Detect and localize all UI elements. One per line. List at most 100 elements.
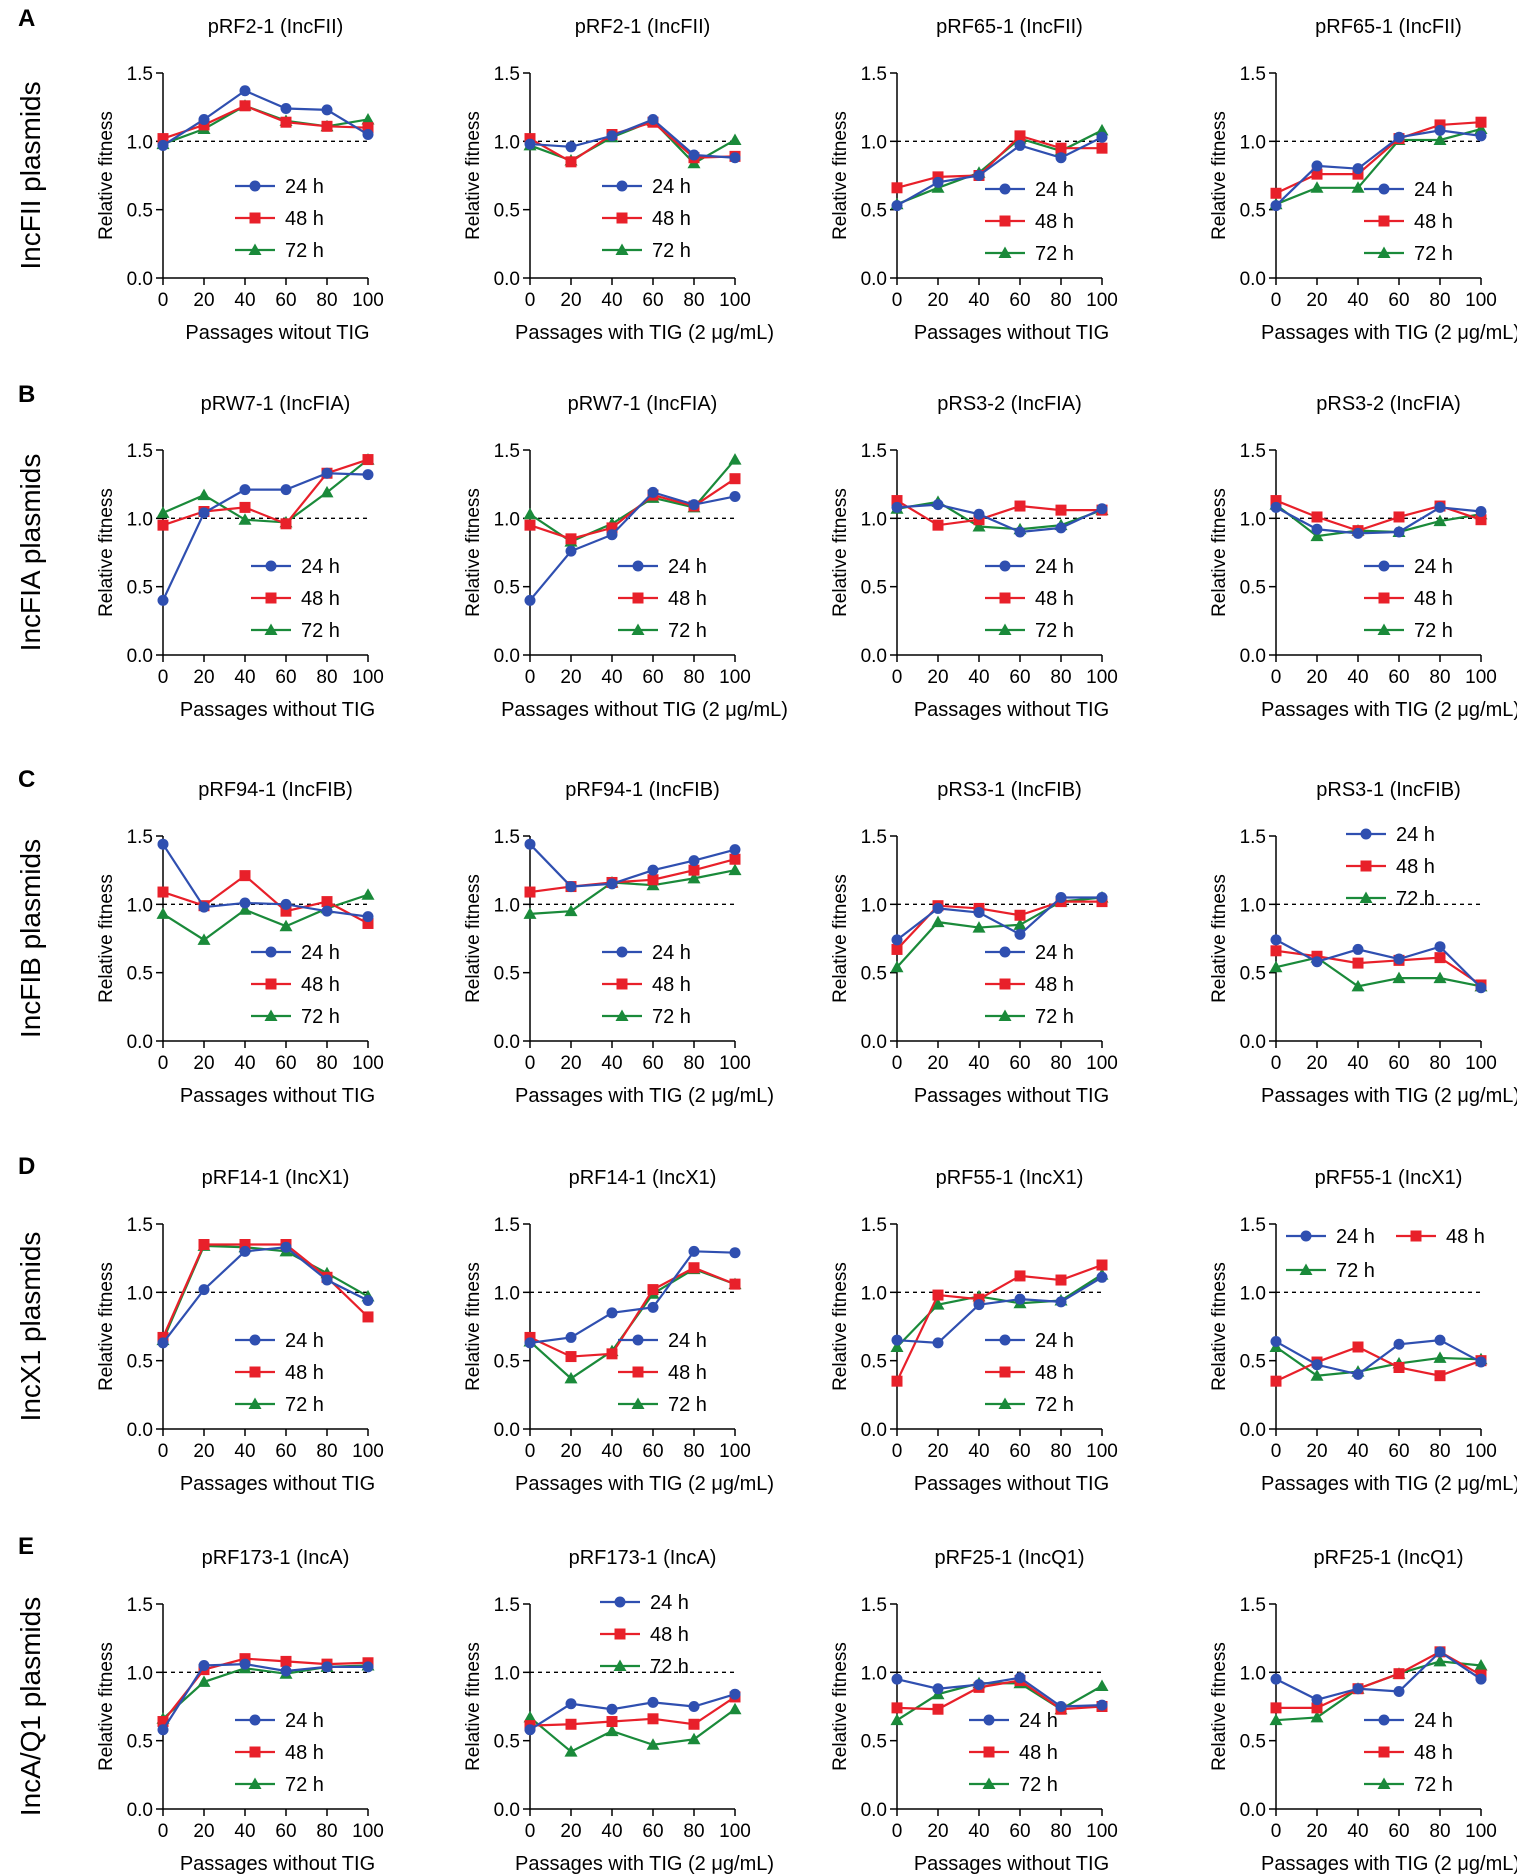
data-point [198,1284,210,1296]
x-tick-label: 0 [892,1441,903,1462]
series-line [162,458,369,524]
chart-title: pRF55-1 (IncX1) [1315,1167,1463,1189]
x-tick-label: 20 [193,667,214,688]
data-point [565,141,577,153]
series-line [1275,129,1482,207]
x-axis-label: Passages with TIG (2 μg/mL) [1261,1085,1517,1107]
data-point [321,1661,333,1673]
x-tick-label: 60 [1009,667,1030,688]
data-point [891,934,903,946]
y-tick-label: 0.0 [1240,1032,1266,1053]
data-point [1352,163,1364,175]
x-tick-label: 80 [1050,667,1071,688]
x-axis-label: Passages witout TIG [185,322,369,344]
x-tick-label: 100 [352,1821,384,1842]
series-line [529,458,736,543]
y-tick-label: 0.5 [494,201,520,222]
data-point [1352,1368,1364,1380]
data-point [280,905,292,917]
x-tick-label: 20 [1306,667,1327,688]
data-point [1311,160,1323,172]
data-point [1270,945,1282,957]
legend-marker [614,1628,626,1640]
x-tick-label: 80 [316,1441,337,1462]
legend-label: 72 h [1035,1394,1074,1416]
data-point [564,1745,578,1757]
chart-title: pRF2-1 (IncFII) [208,16,344,38]
data-point [1434,952,1446,964]
x-tick-label: 80 [316,1053,337,1074]
data-point [606,1703,618,1715]
y-tick-label: 0.0 [494,1800,520,1821]
data-point [157,838,169,850]
data-point [1393,1338,1405,1350]
legend-marker [1378,215,1390,227]
legend-label: 24 h [652,942,691,964]
legend-marker [1359,891,1373,903]
series-line [162,1664,369,1720]
data-point [524,1724,536,1736]
y-tick-label: 0.0 [127,1420,153,1441]
x-tick-label: 80 [683,1441,704,1462]
series-line [896,1676,1103,1708]
data-point [239,1239,251,1250]
data-point [1270,1673,1282,1685]
x-tick-label: 40 [968,290,989,311]
data-point [972,520,986,532]
x-tick-label: 20 [193,1053,214,1074]
series-line [529,843,736,888]
data-point [157,1716,169,1728]
y-tick-label: 1.0 [1240,895,1266,916]
data-point [1055,142,1067,154]
series-line [529,1266,736,1358]
x-tick-label: 20 [193,290,214,311]
y-tick-label: 0.0 [861,646,887,667]
legend-label: 72 h [1414,243,1453,265]
data-point [1311,168,1323,180]
y-tick-label: 1.0 [861,1663,887,1684]
y-tick-label: 0.5 [494,964,520,985]
legend-label: 72 h [285,1394,324,1416]
legend-label: 24 h [1035,942,1074,964]
data-point [1014,1270,1026,1282]
x-tick-label: 20 [560,290,581,311]
data-point [1310,1710,1324,1723]
data-point [606,522,618,534]
y-axis-label: Relative fitness [830,111,851,240]
legend-marker [1377,623,1391,635]
data-point [931,915,945,928]
legend-label: 72 h [1414,1774,1453,1796]
series-line [1275,506,1482,535]
data-point [688,864,700,876]
legend-marker [249,212,261,224]
series-line [1275,503,1482,538]
legend-marker [265,560,277,572]
data-point [1475,514,1487,526]
series-line [162,1663,368,1731]
x-tick-label: 60 [642,290,663,311]
legend-marker [631,1397,645,1409]
y-axis-label: Relative fitness [96,1262,117,1391]
data-point [932,1683,944,1695]
data-point [565,881,577,893]
data-point [1014,500,1026,512]
data-point [1014,1672,1026,1684]
x-axis-label: Passages without TIG [914,699,1109,721]
data-point [688,149,700,161]
data-point [1096,131,1108,143]
data-point [279,919,293,932]
x-tick-label: 0 [892,1053,903,1074]
legend-marker [999,183,1011,195]
series-line [529,118,736,159]
y-tick-label: 1.0 [1240,509,1266,530]
data-point [1311,1359,1323,1371]
x-tick-label: 60 [275,1441,296,1462]
y-axis-label: Relative fitness [830,1262,851,1391]
data-point [932,1289,944,1301]
data-point [1270,495,1282,507]
chart-title: pRF94-1 (IncFIB) [565,779,719,801]
data-point [1055,1701,1067,1712]
data-point [1014,526,1026,538]
data-point [565,1698,577,1710]
x-axis-label: Passages without TIG [914,1085,1109,1107]
